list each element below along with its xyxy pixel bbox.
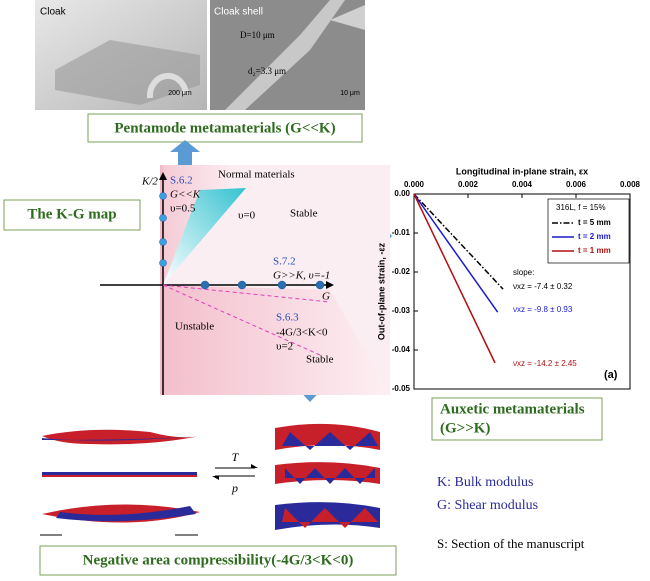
image-label: Cloak shell bbox=[214, 7, 263, 18]
condition: υ=0.5 bbox=[170, 203, 196, 215]
x-tick-label: 0.008 bbox=[620, 180, 641, 189]
dot bbox=[159, 192, 167, 200]
annotation: νxz = -9.8 ± 0.93 bbox=[513, 305, 573, 314]
ribbon bbox=[56, 506, 196, 522]
y-tick-label: -0.04 bbox=[392, 345, 411, 354]
cloak-arch bbox=[146, 72, 189, 99]
nac-title: Negative area compressibility(-4G/3<K<0) bbox=[83, 552, 354, 568]
section-label: S.7.2 bbox=[273, 256, 296, 268]
note: G: Shear modulus bbox=[437, 498, 538, 513]
auxetic-title: (G>>K) bbox=[440, 420, 490, 436]
y-tick-label: -0.03 bbox=[392, 306, 411, 315]
x-axis-title: Longitudinal in-plane strain, εx bbox=[456, 166, 588, 176]
nac-box bbox=[39, 545, 397, 576]
note: S: Section of the manuscript bbox=[437, 536, 585, 551]
shell-strut bbox=[225, 0, 345, 110]
ribbon bbox=[285, 468, 375, 484]
region-label: Stable bbox=[306, 354, 334, 366]
unstable-region bbox=[160, 165, 390, 395]
condition: υ=0 bbox=[238, 210, 256, 222]
series-line bbox=[413, 193, 499, 313]
condition: G<<K bbox=[170, 189, 201, 201]
y-tick-label: -0.01 bbox=[392, 228, 411, 237]
region-label: Stable bbox=[290, 208, 318, 220]
panel-label: (a) bbox=[604, 369, 618, 381]
dots bbox=[159, 192, 325, 290]
x-tick-label: 0.006 bbox=[566, 180, 587, 189]
section-label: S.6.2 bbox=[170, 175, 193, 187]
auxetic-title: Auxetic metamaterials bbox=[440, 401, 585, 417]
dimension-label: D=10 μm bbox=[240, 30, 275, 40]
shell-strut bbox=[330, 5, 365, 30]
annotation: νxz = -14.2 ± 2.45 bbox=[513, 359, 577, 368]
axis-label: K/2 bbox=[141, 176, 158, 188]
dot bbox=[159, 214, 167, 222]
series-line bbox=[413, 193, 496, 364]
legend-label: t = 2 mm bbox=[578, 232, 611, 241]
boundary-line bbox=[162, 284, 321, 356]
arrow-up bbox=[170, 140, 200, 168]
legend-label: t = 1 mm bbox=[578, 246, 611, 255]
cloak-shape bbox=[55, 40, 200, 105]
ribbon bbox=[282, 432, 378, 450]
axis-arrow bbox=[326, 281, 334, 289]
region-label: Unstable bbox=[175, 321, 214, 333]
x-tick-label: 0.000 bbox=[404, 180, 425, 189]
ribbon bbox=[42, 472, 197, 476]
map-title: The K-G map bbox=[27, 206, 116, 222]
region-label: Normal materials bbox=[218, 169, 295, 181]
dot bbox=[159, 238, 167, 246]
annotation: νxz = -7.4 ± 0.32 bbox=[513, 282, 573, 291]
series-line bbox=[413, 193, 504, 290]
y-tick-label: -0.05 bbox=[392, 384, 411, 393]
map-labels: K/2 G S.6.2 G<<K υ=0.5 Normal materials … bbox=[141, 169, 334, 366]
scale-label: 10 μm bbox=[340, 90, 360, 97]
dot bbox=[237, 280, 247, 290]
y-tick-label: -0.02 bbox=[392, 267, 411, 276]
pentamode-box bbox=[87, 113, 363, 143]
y-tick-label: 0.00 bbox=[394, 189, 410, 198]
x-tick-label: 0.004 bbox=[512, 180, 533, 189]
normal-wedge bbox=[163, 188, 246, 285]
ribbon bbox=[42, 436, 200, 441]
arrow-label: p bbox=[231, 481, 238, 495]
ribbon bbox=[282, 508, 378, 528]
legend-label: t = 5 mm bbox=[578, 218, 611, 227]
section-label: S.6.3 bbox=[276, 312, 299, 324]
arrowhead bbox=[212, 476, 219, 480]
image-label: Cloak bbox=[40, 7, 67, 18]
dot bbox=[200, 280, 210, 290]
axis-arrow bbox=[159, 172, 167, 180]
arrow-label: T bbox=[232, 450, 240, 464]
x-tick-label: 0.002 bbox=[458, 180, 479, 189]
strain-chart: Longitudinal in-plane strain, εx Out-of-p… bbox=[376, 166, 640, 393]
pentamode-title: Pentamode metamaterials (G<<K) bbox=[114, 120, 335, 136]
scale-label: 200 μm bbox=[168, 90, 192, 97]
dot bbox=[277, 280, 287, 290]
map-title-box bbox=[3, 199, 141, 231]
axis-label: G bbox=[322, 291, 330, 303]
ribbon bbox=[42, 429, 200, 445]
condition: υ=2 bbox=[276, 341, 293, 353]
ribbon bbox=[42, 475, 197, 477]
arrowhead bbox=[251, 464, 258, 468]
condition: G>>K, υ=-1 bbox=[273, 270, 330, 282]
legend-title: 316L, f = 15% bbox=[556, 203, 606, 212]
note: K: Bulk modulus bbox=[437, 475, 533, 490]
dot bbox=[315, 280, 325, 290]
dimension-label: d₂=3.3 μm bbox=[248, 66, 286, 76]
auxetic-box bbox=[431, 397, 603, 441]
y-axis-title: Out-of-plane strain, -εz bbox=[376, 242, 386, 340]
condition: -4G/3<K<0 bbox=[276, 327, 328, 339]
dot bbox=[159, 259, 167, 267]
ribbon-images: T p bbox=[35, 418, 385, 545]
annotation: slope: bbox=[513, 268, 534, 277]
legend-box bbox=[547, 198, 630, 264]
